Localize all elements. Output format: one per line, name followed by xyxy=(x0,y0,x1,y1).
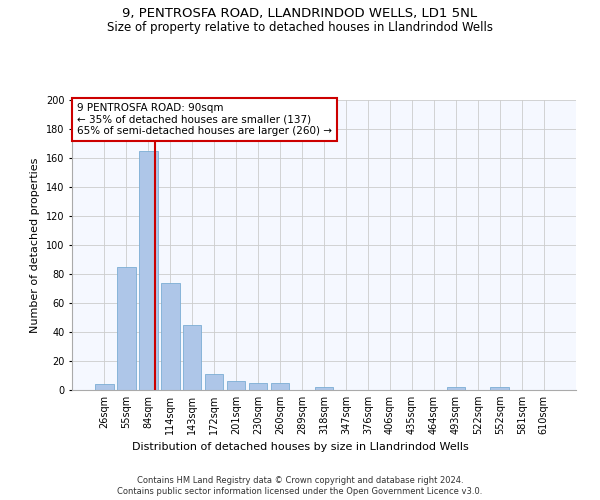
Bar xyxy=(95,384,113,390)
Bar xyxy=(446,387,465,390)
Bar xyxy=(183,325,202,390)
Bar xyxy=(249,383,268,390)
Bar xyxy=(271,383,289,390)
Text: 9, PENTROSFA ROAD, LLANDRINDOD WELLS, LD1 5NL: 9, PENTROSFA ROAD, LLANDRINDOD WELLS, LD… xyxy=(122,8,478,20)
Bar xyxy=(117,267,136,390)
Bar xyxy=(314,387,334,390)
Y-axis label: Number of detached properties: Number of detached properties xyxy=(31,158,40,332)
Bar xyxy=(227,382,245,390)
Bar xyxy=(490,387,509,390)
Text: Contains HM Land Registry data © Crown copyright and database right 2024.: Contains HM Land Registry data © Crown c… xyxy=(137,476,463,485)
Bar xyxy=(161,282,179,390)
Bar xyxy=(139,151,158,390)
Bar xyxy=(205,374,223,390)
Text: Distribution of detached houses by size in Llandrindod Wells: Distribution of detached houses by size … xyxy=(131,442,469,452)
Text: Contains public sector information licensed under the Open Government Licence v3: Contains public sector information licen… xyxy=(118,488,482,496)
Text: Size of property relative to detached houses in Llandrindod Wells: Size of property relative to detached ho… xyxy=(107,21,493,34)
Text: 9 PENTROSFA ROAD: 90sqm
← 35% of detached houses are smaller (137)
65% of semi-d: 9 PENTROSFA ROAD: 90sqm ← 35% of detache… xyxy=(77,103,332,136)
